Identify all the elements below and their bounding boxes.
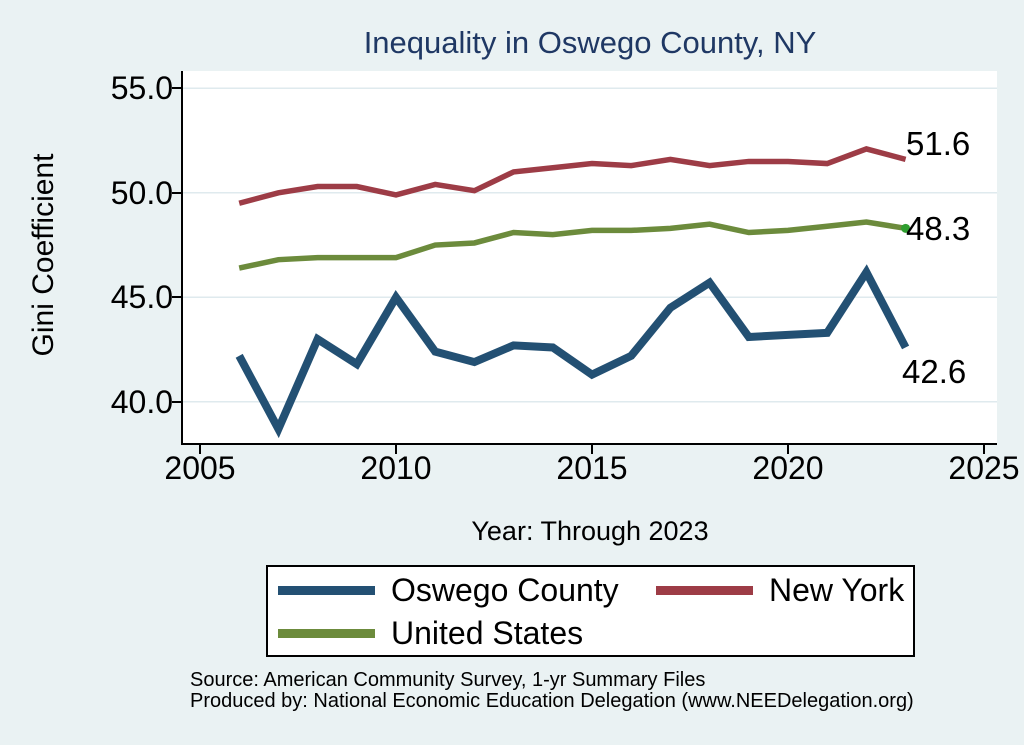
chart-legend: Oswego County New York United States [266, 565, 915, 657]
x-axis-line [181, 443, 997, 445]
y-tick-mark [172, 400, 181, 403]
x-tick-mark [591, 445, 593, 454]
series-line-new-york [238, 146, 907, 206]
plot-area [183, 71, 997, 443]
x-tick-label: 2010 [360, 450, 432, 486]
y-tick-label: 50.0 [110, 174, 173, 211]
legend-entry-united-states: United States [278, 614, 583, 652]
y-axis-line [181, 71, 183, 445]
series-line-united-states [238, 219, 907, 271]
chart-canvas [183, 87, 997, 439]
legend-swatch-oswego-county [278, 585, 375, 595]
y-tick-mark [172, 191, 181, 194]
legend-entry-new-york: New York [656, 571, 904, 609]
y-tick-mark [172, 87, 181, 90]
source-line: Source: American Community Survey, 1-yr … [190, 669, 706, 691]
source-note: Source: American Community Survey, 1-yr … [190, 670, 914, 712]
legend-label-united-states: United States [391, 615, 584, 651]
x-tick-mark [395, 445, 397, 454]
x-tick-mark [787, 445, 789, 454]
chart-title: Inequality in Oswego County, NY [363, 25, 817, 60]
end-value-label-new-york: 51.6 [906, 125, 971, 162]
y-tick-label: 55.0 [110, 70, 173, 107]
y-tick-label: 45.0 [110, 279, 173, 316]
x-tick-label: 2005 [164, 450, 236, 486]
x-tick-mark [983, 445, 985, 454]
legend-swatch-new-york [656, 585, 753, 595]
x-tick-label: 2025 [948, 450, 1020, 486]
end-value-label-oswego-county: 42.6 [902, 353, 967, 390]
legend-entry-oswego-county: Oswego County [278, 571, 619, 609]
series-line-oswego-county [235, 264, 910, 439]
x-tick-label: 2015 [556, 450, 628, 486]
x-tick-mark [199, 445, 201, 454]
y-axis-title: Gini Coefficient [27, 153, 60, 357]
series-end-marker-united-states [901, 223, 911, 233]
end-value-label-united-states: 48.3 [906, 210, 971, 247]
x-axis-title: Year: Through 2023 [471, 516, 709, 546]
y-tick-label: 40.0 [110, 383, 173, 420]
legend-label-oswego-county: Oswego County [391, 572, 619, 608]
produced-by-line: Produced by: National Economic Education… [190, 690, 914, 712]
legend-swatch-united-states [278, 628, 375, 638]
y-tick-mark [172, 296, 181, 299]
x-tick-label: 2020 [752, 450, 824, 486]
legend-label-new-york: New York [769, 572, 905, 608]
